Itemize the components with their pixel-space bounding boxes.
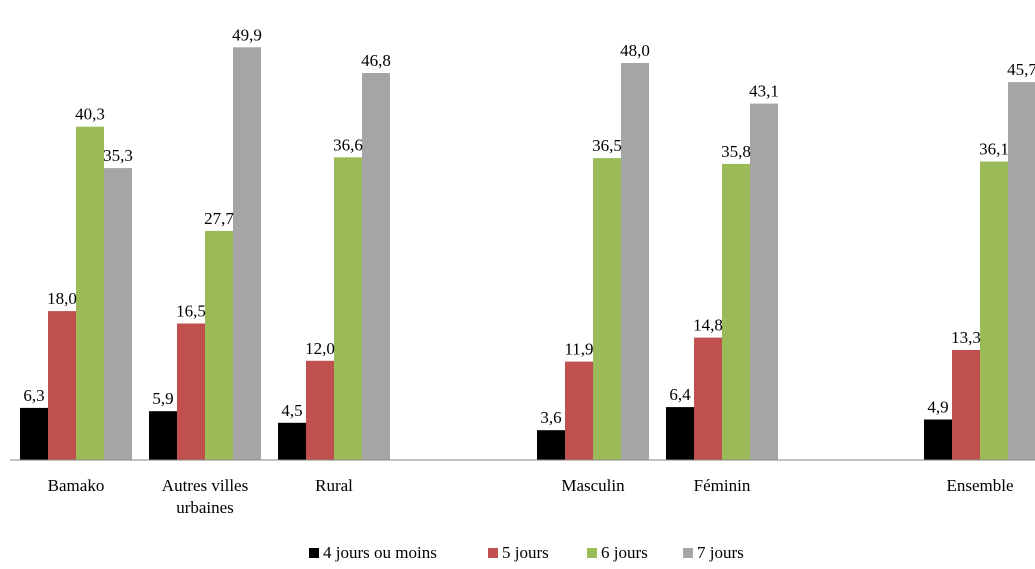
- data-label: 48,0: [620, 41, 650, 60]
- bars-layer: [20, 47, 1035, 461]
- legend-swatch: [683, 548, 693, 558]
- legend-item: 5 jours: [488, 543, 549, 562]
- bar-5-series-1: [666, 407, 694, 460]
- bar-3-series-2: [306, 360, 334, 460]
- category-label: Masculin: [561, 476, 625, 495]
- data-label: 11,9: [564, 340, 593, 359]
- data-label: 6,3: [23, 386, 44, 405]
- bar-4-series-1: [537, 430, 565, 460]
- data-label: 35,3: [103, 146, 133, 165]
- data-label: 36,1: [979, 140, 1009, 159]
- bar-5-series-2: [694, 337, 722, 460]
- bar-3-series-3: [334, 157, 362, 461]
- data-label: 35,8: [721, 142, 751, 161]
- legend-swatch: [488, 548, 498, 558]
- data-label: 6,4: [669, 385, 691, 404]
- bar-1-series-4: [104, 168, 132, 460]
- bar-4-series-2: [565, 361, 593, 460]
- legend-label: 6 jours: [601, 543, 648, 562]
- data-label: 12,0: [305, 339, 335, 358]
- data-label: 40,3: [75, 105, 105, 124]
- bar-3-series-4: [362, 73, 390, 460]
- labels-layer: 6,3 18,0 40,3 35,3 Bamako 5,9 16,5 27,7 49,9 Autr…: [23, 25, 1035, 517]
- bar-4-series-3: [593, 158, 621, 460]
- category-label: Rural: [315, 476, 353, 495]
- legend: 4 jours ou moins 5 jours 6 jours 7 jours: [309, 543, 744, 562]
- bar-2-series-3: [205, 230, 233, 460]
- category-label: Féminin: [694, 476, 751, 495]
- legend-item: 6 jours: [587, 543, 648, 562]
- legend-label: 4 jours ou moins: [323, 543, 437, 562]
- category-label: Ensemble: [946, 476, 1013, 495]
- bar-1-series-1: [20, 407, 48, 460]
- bar-6-series-2: [952, 350, 980, 460]
- bar-2-series-1: [149, 411, 177, 460]
- bar-1-series-3: [76, 126, 104, 460]
- legend-item: 7 jours: [683, 543, 744, 562]
- data-label: 49,9: [232, 25, 262, 44]
- category-label: urbaines: [176, 498, 234, 517]
- bar-5-series-4: [750, 103, 778, 460]
- data-label: 4,5: [281, 401, 302, 420]
- data-label: 36,6: [333, 135, 363, 154]
- legend-label: 5 jours: [502, 543, 549, 562]
- data-label: 13,3: [951, 328, 981, 347]
- data-label: 36,5: [592, 136, 622, 155]
- legend-swatch: [587, 548, 597, 558]
- data-label: 14,8: [693, 316, 723, 335]
- data-label: 3,6: [540, 408, 561, 427]
- legend-swatch: [309, 548, 319, 558]
- data-label: 27,7: [204, 209, 234, 228]
- data-label: 5,9: [152, 389, 173, 408]
- data-label: 16,5: [176, 302, 206, 321]
- legend-label: 7 jours: [697, 543, 744, 562]
- legend-item: 4 jours ou moins: [309, 543, 437, 562]
- category-label: Autres villes: [162, 476, 248, 495]
- bar-6-series-3: [980, 161, 1008, 460]
- category-label: Bamako: [48, 476, 105, 495]
- bar-2-series-4: [233, 47, 261, 461]
- bar-1-series-2: [48, 311, 76, 460]
- data-label: 4,9: [927, 398, 948, 417]
- data-label: 43,1: [749, 82, 779, 101]
- bar-5-series-3: [722, 163, 750, 460]
- bar-2-series-2: [177, 323, 205, 460]
- bar-3-series-1: [278, 422, 306, 460]
- bar-4-series-4: [621, 63, 649, 460]
- data-label: 45,7: [1007, 60, 1035, 79]
- bar-6-series-4: [1008, 82, 1035, 460]
- bar-6-series-1: [924, 419, 952, 460]
- data-label: 18,0: [47, 289, 77, 308]
- data-label: 46,8: [361, 51, 391, 70]
